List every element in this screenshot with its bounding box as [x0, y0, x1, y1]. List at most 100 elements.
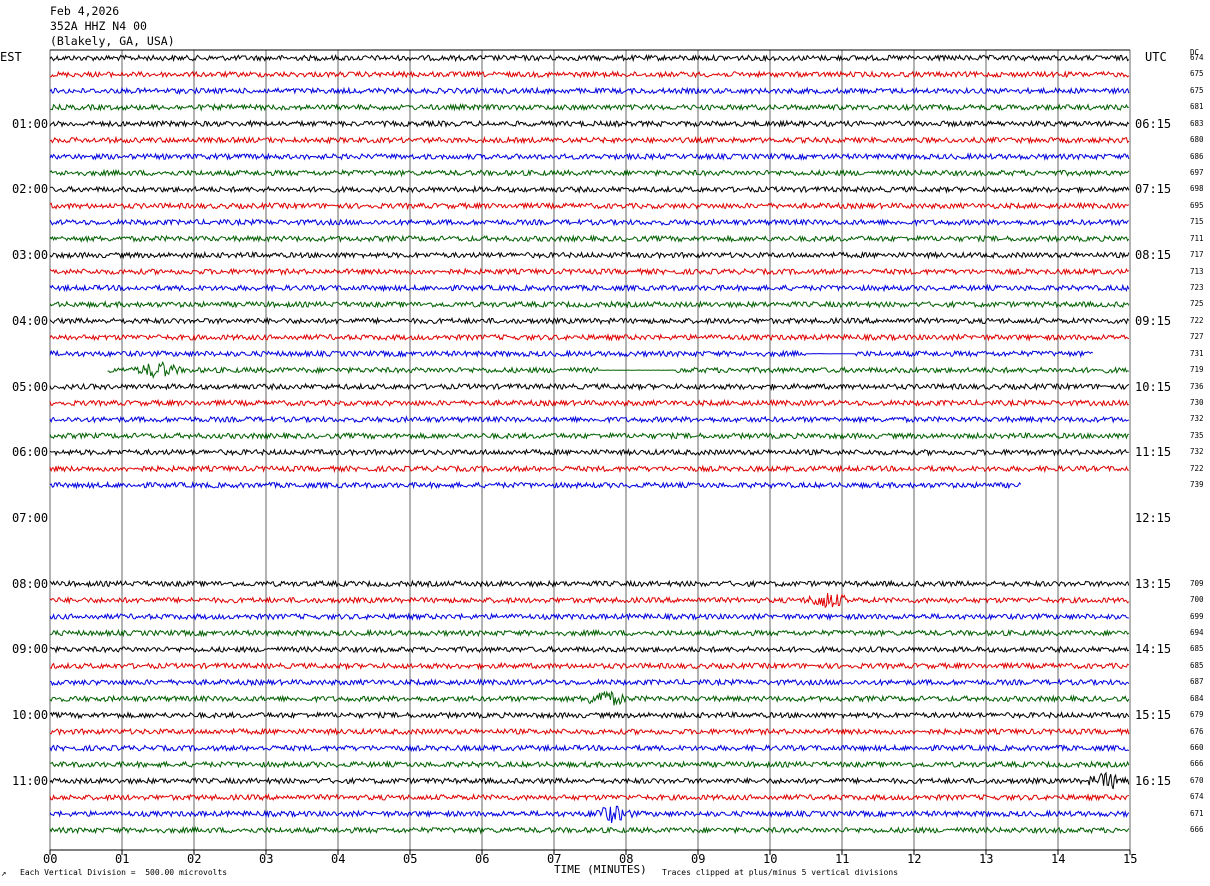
seismic-trace — [49, 184, 1130, 194]
x-tick-label: 00 — [43, 852, 58, 866]
dc-value: 719 — [1190, 365, 1204, 375]
seismic-trace — [49, 119, 1130, 129]
utc-zone-label: UTC — [1145, 50, 1167, 64]
seismic-trace — [49, 825, 1130, 835]
utc-time-label: 11:15 — [1135, 445, 1172, 460]
x-axis-label: TIME (MINUTES) — [554, 863, 647, 876]
seismic-trace — [49, 152, 1130, 161]
seismic-trace — [107, 360, 1129, 380]
seismic-trace — [49, 793, 1129, 802]
est-time-label: 10:00 — [12, 708, 49, 723]
utc-time-label: 08:15 — [1135, 248, 1172, 263]
dc-value: 685 — [1190, 644, 1204, 654]
dc-value: 722 — [1190, 315, 1204, 325]
seismic-trace — [49, 349, 1094, 359]
dc-value: 731 — [1190, 348, 1204, 358]
dc-value: 683 — [1190, 118, 1204, 128]
x-tick-label: 13 — [979, 852, 994, 866]
dc-value: 675 — [1190, 69, 1204, 79]
x-tick-label: 08 — [619, 852, 634, 866]
seismic-trace — [49, 382, 1130, 392]
seismic-trace — [49, 102, 1129, 112]
utc-time-label: 10:15 — [1135, 379, 1172, 394]
seismic-trace — [49, 464, 1129, 474]
dc-value: 671 — [1190, 808, 1204, 818]
seismic-trace — [49, 480, 1022, 490]
x-tick-label: 12 — [907, 852, 922, 866]
seismic-trace — [49, 332, 1130, 342]
est-time-label: 06:00 — [12, 445, 49, 460]
dc-value: 694 — [1190, 628, 1204, 638]
seismic-trace — [49, 300, 1130, 309]
scale-note: Each Vertical Division = 500.00 microvol… — [20, 868, 228, 877]
seismic-trace — [49, 678, 1130, 687]
dc-value: 735 — [1190, 430, 1204, 440]
utc-time-label: 16:15 — [1135, 773, 1172, 788]
dc-value: 727 — [1190, 332, 1204, 342]
x-tick-label: 03 — [259, 852, 274, 866]
utc-time-label: 12:15 — [1135, 511, 1172, 526]
dc-value: 666 — [1190, 759, 1204, 769]
seismic-trace — [49, 250, 1130, 260]
dc-value: 736 — [1190, 381, 1204, 391]
dc-value: 725 — [1190, 299, 1204, 309]
x-tick-label: 11 — [835, 852, 850, 866]
utc-time-label: 06:15 — [1135, 116, 1172, 131]
x-tick-label: 06 — [475, 852, 490, 866]
seismic-trace — [49, 316, 1130, 326]
dc-value: 717 — [1190, 250, 1204, 260]
dc-value: 715 — [1190, 217, 1204, 227]
seismic-trace — [49, 431, 1130, 441]
seismic-trace — [49, 743, 1130, 753]
seismic-trace — [49, 86, 1130, 96]
utc-time-label: 07:15 — [1135, 182, 1172, 197]
est-time-label: 09:00 — [12, 642, 49, 657]
dc-value: 660 — [1190, 743, 1204, 753]
dc-value: 680 — [1190, 135, 1204, 145]
seismic-trace — [49, 628, 1130, 638]
x-tick-label: 04 — [331, 852, 346, 866]
dc-value: 713 — [1190, 266, 1204, 276]
seismic-trace — [49, 690, 1130, 706]
dc-value: 697 — [1190, 168, 1204, 177]
dc-value: 679 — [1190, 710, 1204, 720]
dc-value: 676 — [1190, 726, 1204, 736]
dc-value: 700 — [1190, 595, 1204, 605]
header-station: 352A HHZ N4 00 — [50, 19, 147, 33]
est-time-label: 03:00 — [12, 248, 49, 263]
seismic-trace — [49, 415, 1129, 425]
seismic-trace — [49, 661, 1130, 671]
est-time-label: 08:00 — [12, 576, 49, 591]
x-tick-label: 01 — [115, 852, 130, 866]
est-time-label: 02:00 — [12, 182, 49, 197]
x-tick-label: 15 — [1123, 852, 1138, 866]
utc-time-label: 14:15 — [1135, 642, 1172, 657]
dc-value: 732 — [1190, 414, 1204, 424]
seismic-trace — [50, 760, 1130, 769]
est-time-label: 07:00 — [12, 511, 49, 526]
seismic-trace — [49, 53, 1130, 63]
dc-value: 675 — [1190, 85, 1204, 95]
seismic-trace — [49, 710, 1130, 720]
header-date: Feb 4,2026 — [50, 4, 120, 18]
x-tick-label: 10 — [763, 852, 778, 866]
dc-value: 681 — [1190, 102, 1204, 112]
x-tick-label: 09 — [691, 852, 706, 866]
est-zone-label: EST — [0, 50, 22, 64]
x-tick-label: 02 — [187, 852, 202, 866]
seismic-trace — [49, 234, 1130, 244]
utc-time-label: 09:15 — [1135, 313, 1172, 328]
dc-value: 674 — [1190, 792, 1204, 802]
utc-time-label: 13:15 — [1135, 576, 1172, 591]
dc-value: 666 — [1190, 825, 1204, 835]
est-time-label: 04:00 — [12, 313, 49, 328]
seismic-trace — [49, 579, 1130, 589]
dc-value: 722 — [1190, 463, 1204, 473]
seismic-trace — [49, 70, 1130, 79]
est-time-label: 01:00 — [12, 116, 49, 131]
seismic-trace — [49, 267, 1130, 277]
seismic-trace — [49, 727, 1130, 737]
clip-note: Traces clipped at plus/minus 5 vertical … — [662, 868, 899, 877]
dc-value: 674 — [1190, 53, 1204, 62]
